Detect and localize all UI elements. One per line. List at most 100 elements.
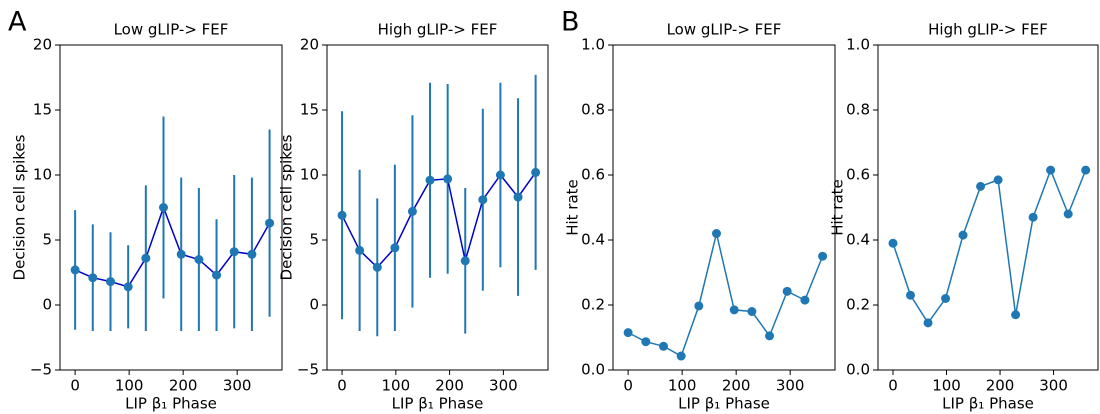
plot-frame — [877, 44, 1099, 371]
data-point — [88, 273, 98, 283]
x-tick-label: 0 — [623, 377, 633, 395]
data-point — [641, 337, 651, 347]
data-point — [194, 255, 204, 264]
y-tick-label: 10 — [33, 166, 52, 184]
data-point — [70, 265, 80, 275]
x-tick-label: 200 — [169, 377, 198, 395]
x-tick-label: 100 — [382, 377, 411, 395]
plot-frame — [326, 44, 549, 371]
y-tick-label: 0.0 — [581, 361, 605, 379]
data-point — [765, 331, 775, 341]
data-point — [1081, 165, 1091, 175]
plot-frame — [612, 44, 836, 371]
x-axis-label: LIP β₁ Phase — [942, 395, 1034, 413]
data-point — [513, 192, 523, 202]
y-tick-label: 0.4 — [581, 231, 605, 249]
data-point — [694, 301, 704, 311]
y-axis-label: Hit rate — [829, 179, 847, 236]
data-point — [958, 230, 968, 240]
x-tick-label: 300 — [223, 377, 252, 395]
data-point — [337, 210, 347, 220]
data-point — [818, 251, 828, 261]
data-point — [531, 167, 541, 177]
data-point — [123, 282, 133, 292]
y-tick-label: 15 — [300, 101, 319, 119]
plot-frame — [59, 44, 283, 371]
x-tick-label: 200 — [722, 377, 751, 395]
data-point — [495, 170, 505, 180]
y-axis-label: Decision cell spikes — [278, 134, 296, 280]
x-tick-label: 300 — [1039, 377, 1068, 395]
x-tick-label: 300 — [489, 377, 518, 395]
x-tick-label: 200 — [435, 377, 464, 395]
x-tick-label: 0 — [888, 377, 898, 395]
data-point — [729, 305, 739, 315]
y-tick-label: 5 — [42, 231, 52, 249]
data-point — [923, 318, 933, 328]
data-point — [212, 270, 222, 280]
y-tick-label: 1.0 — [581, 36, 605, 54]
y-tick-label: 0.6 — [846, 166, 870, 184]
y-tick-label: 0.8 — [581, 101, 605, 119]
data-point — [390, 243, 400, 253]
y-tick-label: 0.8 — [846, 101, 870, 119]
data-line — [892, 168, 1087, 325]
y-tick-label: 20 — [300, 36, 319, 54]
x-tick-label: 100 — [932, 377, 961, 395]
data-point — [478, 195, 488, 205]
y-tick-label: −5 — [30, 361, 52, 379]
x-axis-label: LIP β₁ Phase — [678, 395, 770, 413]
data-point — [905, 290, 915, 300]
data-point — [158, 203, 168, 212]
data-point — [800, 295, 810, 305]
data-point — [993, 175, 1003, 185]
data-point — [711, 229, 721, 238]
data-point — [265, 218, 275, 228]
y-tick-label: 0 — [42, 296, 52, 314]
data-point — [676, 351, 686, 361]
data-point — [1046, 165, 1056, 175]
y-tick-label: 0.2 — [581, 296, 605, 314]
y-tick-label: 0.4 — [846, 231, 870, 249]
data-point — [141, 253, 151, 263]
y-tick-label: 0.2 — [846, 296, 870, 314]
data-line — [74, 205, 271, 288]
data-point — [443, 174, 453, 184]
y-tick-label: 20 — [33, 36, 52, 54]
panel-label: A — [8, 7, 27, 38]
data-point — [941, 294, 951, 303]
y-tick-label: 10 — [300, 166, 319, 184]
y-tick-label: 0.6 — [581, 166, 605, 184]
chart-title: High gLIP-> FEF — [928, 21, 1048, 39]
y-axis-label: Hit rate — [564, 179, 582, 236]
y-tick-label: 0.0 — [846, 361, 870, 379]
y-tick-label: 5 — [309, 231, 319, 249]
data-point — [176, 249, 186, 259]
x-tick-label: 0 — [337, 377, 347, 395]
data-point — [425, 175, 435, 185]
chart-title: High gLIP-> FEF — [378, 21, 498, 39]
y-tick-label: −5 — [297, 361, 319, 379]
x-tick-label: 200 — [986, 377, 1015, 395]
x-tick-label: 100 — [668, 377, 697, 395]
data-point — [747, 307, 757, 316]
data-point — [407, 206, 417, 216]
y-axis-label: Decision cell spikes — [11, 134, 29, 280]
data-point — [659, 341, 669, 351]
data-point — [782, 286, 792, 296]
data-point — [623, 328, 633, 338]
x-tick-label: 100 — [115, 377, 144, 395]
x-tick-label: 300 — [776, 377, 805, 395]
x-axis-label: LIP β₁ Phase — [125, 395, 217, 413]
data-point — [1011, 310, 1021, 320]
data-point — [247, 249, 257, 259]
x-tick-label: 0 — [70, 377, 80, 395]
chart-title: Low gLIP-> FEF — [114, 21, 229, 39]
y-tick-label: 1.0 — [846, 36, 870, 54]
data-point — [106, 277, 116, 287]
y-tick-label: 0 — [309, 296, 319, 314]
chart-title: Low gLIP-> FEF — [667, 21, 782, 39]
data-point — [229, 247, 239, 257]
y-tick-label: 15 — [33, 101, 52, 119]
